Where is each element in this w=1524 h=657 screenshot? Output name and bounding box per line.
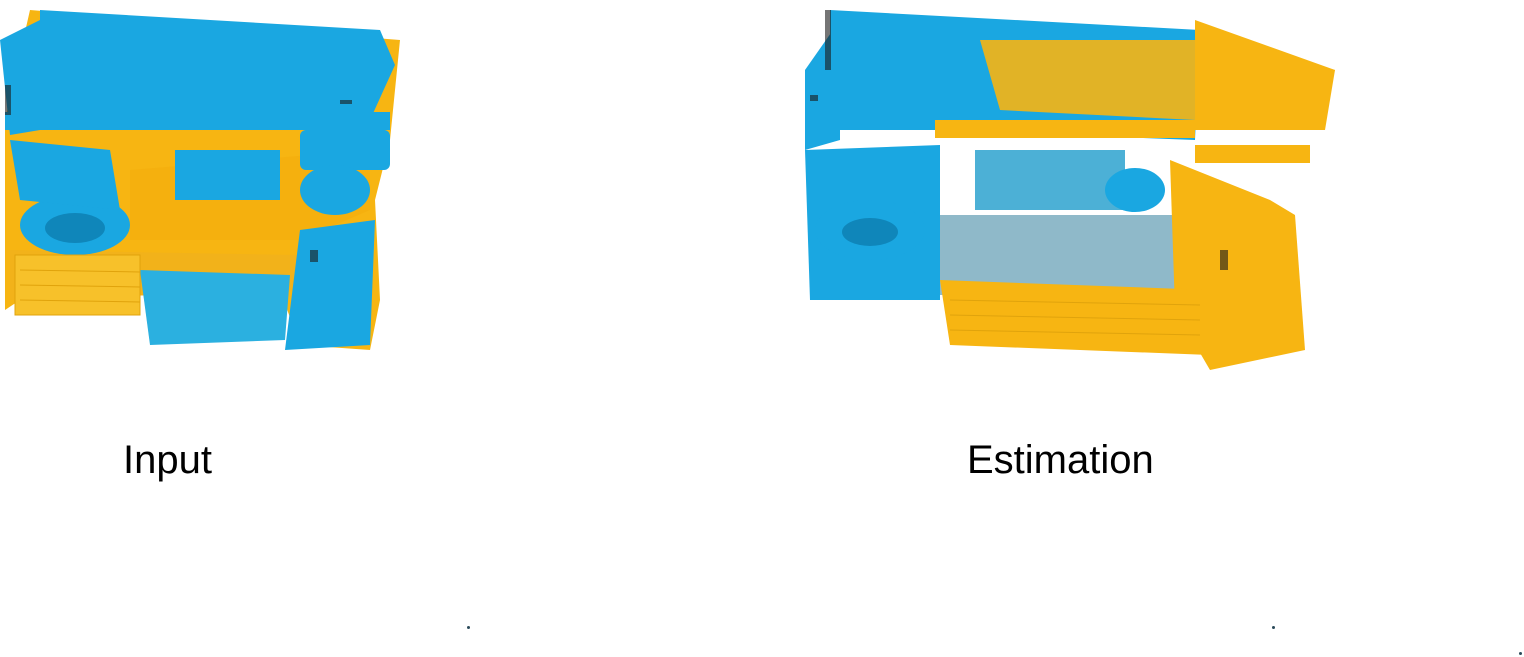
input-shadow-details	[5, 85, 352, 262]
input-source-cloud	[0, 10, 395, 350]
stray-point-left	[467, 626, 470, 629]
estimation-point-cloud-panel	[800, 0, 1345, 375]
estimation-target-cloud	[935, 20, 1335, 370]
input-keyboard-keys	[14, 254, 141, 316]
input-point-cloud-render	[0, 10, 400, 350]
estimation-point-cloud-render	[805, 10, 1335, 370]
stray-point-corner	[1519, 652, 1522, 655]
stray-point-right	[1272, 626, 1275, 629]
estimation-caption: Estimation	[967, 438, 1154, 482]
input-caption: Input	[123, 438, 212, 482]
input-point-cloud-panel	[0, 0, 400, 370]
estimation-keyboard-keys	[949, 299, 1201, 336]
estimation-shadow-details	[810, 10, 1228, 270]
